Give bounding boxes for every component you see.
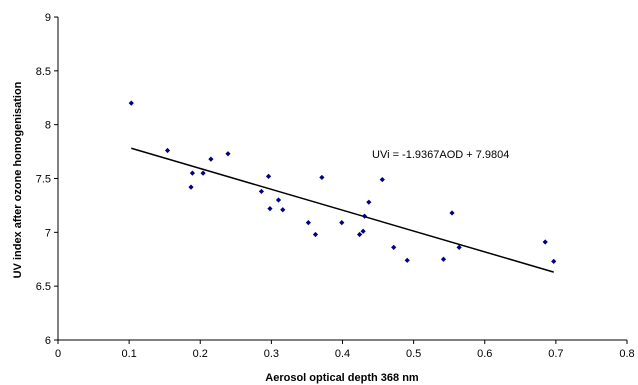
y-tick-label: 8.5	[36, 66, 51, 78]
x-tick-label: 0.4	[335, 348, 350, 360]
data-point	[361, 213, 368, 219]
y-axis-title: UV index after ozone homogenisation	[12, 81, 24, 278]
data-point	[356, 231, 363, 238]
x-tick-label: 0.1	[121, 348, 136, 360]
data-point	[449, 210, 455, 216]
ticks: 0 0.1 0.2 0.3 0.4 0.5 0.6 0.7 0.8 6 6.5 7 7.5 8 8.5 9	[36, 12, 635, 360]
data-point	[542, 239, 548, 245]
data-point	[391, 244, 397, 251]
x-tick-label: 0.3	[264, 348, 279, 360]
x-tick-label: 0.8	[619, 348, 634, 360]
data-point	[280, 207, 286, 213]
x-tick-label: 0.7	[548, 348, 563, 360]
trendline	[131, 147, 554, 273]
data-point	[275, 197, 282, 203]
data-point	[339, 220, 345, 226]
trendline-group	[131, 147, 554, 273]
y-tick-label: 8	[45, 120, 51, 132]
data-point	[404, 257, 410, 263]
data-point	[305, 220, 311, 226]
data-point	[200, 170, 206, 176]
data-point	[189, 170, 196, 176]
x-tick-label: 0	[55, 348, 61, 360]
data-point	[312, 231, 319, 238]
x-tick-label: 0.2	[193, 348, 208, 360]
data-point	[360, 228, 366, 234]
axes	[57, 17, 627, 341]
data-point	[128, 100, 134, 106]
y-tick-label: 9	[45, 12, 51, 24]
data-point	[379, 176, 385, 183]
data-point	[258, 188, 265, 195]
data-point	[366, 199, 372, 205]
data-points	[128, 100, 557, 265]
data-point	[319, 174, 325, 181]
data-point	[164, 147, 171, 154]
data-point	[208, 156, 214, 162]
data-point	[265, 173, 272, 179]
trendline-equation: UVi = -1.9367AOD + 7.9804	[372, 149, 509, 161]
data-point	[551, 258, 557, 265]
x-axis-title: Aerosol optical depth 368 nm	[265, 372, 419, 384]
data-point	[267, 206, 273, 212]
y-tick-label: 6	[45, 335, 51, 347]
y-tick-label: 7	[45, 227, 51, 239]
data-point	[456, 244, 462, 251]
data-point	[188, 184, 194, 190]
y-tick-label: 7.5	[36, 174, 51, 186]
x-tick-label: 0.6	[477, 348, 492, 360]
data-point	[225, 151, 231, 157]
x-tick-label: 0.5	[406, 348, 421, 360]
y-tick-label: 6.5	[36, 281, 51, 293]
data-point	[440, 256, 447, 262]
